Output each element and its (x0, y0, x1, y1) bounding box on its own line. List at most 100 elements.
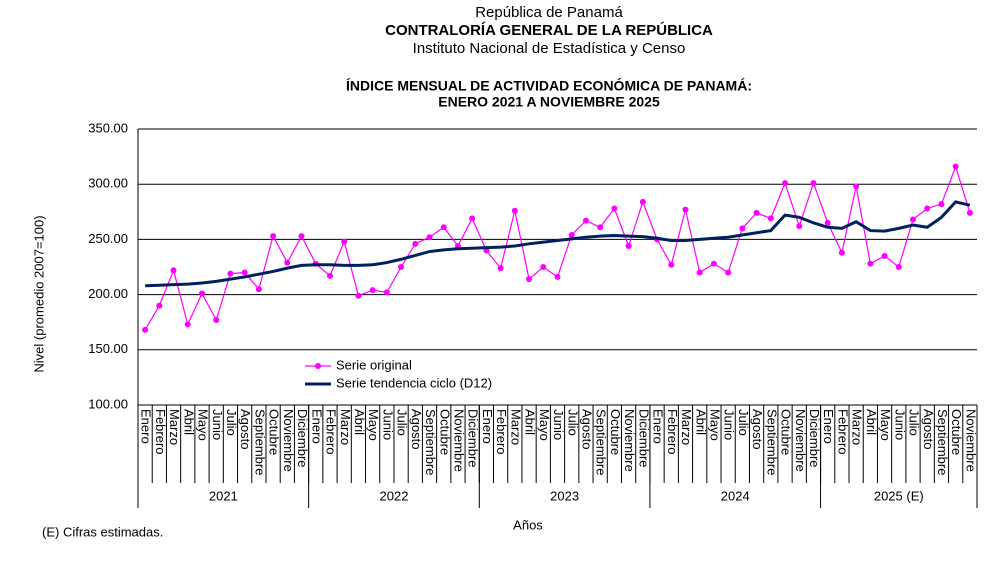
year-label: 2021 (209, 488, 238, 503)
x-tick-label: Diciembre (636, 409, 651, 468)
marker (739, 225, 746, 232)
x-tick-label: Marzo (850, 409, 865, 445)
marker (910, 216, 917, 223)
marker (824, 219, 831, 226)
marker (284, 259, 291, 266)
marker (255, 286, 262, 293)
year-label: 2022 (380, 488, 409, 503)
marker (952, 163, 959, 170)
x-tick-label: Febrero (153, 409, 168, 455)
marker (796, 223, 803, 230)
x-tick-label: Abril (181, 409, 196, 435)
legend-label: Serie original (336, 357, 412, 372)
marker (966, 209, 973, 216)
x-tick-label: Enero (821, 409, 836, 444)
marker (682, 206, 689, 213)
x-tick-label: Febrero (665, 409, 680, 455)
marker (881, 252, 888, 259)
legend-marker (315, 363, 321, 369)
x-tick-label: Enero (139, 409, 154, 444)
x-tick-label: Mayo (878, 409, 893, 441)
x-tick-label: Enero (651, 409, 666, 444)
x-tick-label: Abril (864, 409, 879, 435)
x-tick-label: Julio (395, 409, 410, 436)
marker (383, 289, 390, 296)
x-tick-label: Octubre (608, 409, 623, 455)
footnote: (E) Cifras estimadas. (42, 524, 163, 539)
marker (511, 207, 518, 214)
marker (170, 267, 177, 274)
marker (355, 292, 362, 299)
x-tick-label: Abril (693, 409, 708, 435)
x-tick-label: Junio (892, 409, 907, 440)
marker (440, 224, 447, 231)
marker (540, 264, 547, 270)
marker (668, 261, 675, 268)
marker (625, 243, 632, 250)
y-axis-title: Nivel (promedio 2007=100) (31, 215, 46, 372)
x-tick-label: Febrero (835, 409, 850, 455)
x-tick-label: Septiembre (252, 409, 267, 475)
marker (597, 224, 604, 231)
x-tick-label: Marzo (167, 409, 182, 445)
marker (782, 180, 789, 187)
x-tick-label: Noviembre (793, 409, 808, 472)
x-tick-label: Octubre (949, 409, 964, 455)
x-tick-label: Julio (736, 409, 751, 436)
y-tick-label: 200.00 (88, 286, 128, 301)
y-tick-label: 150.00 (88, 341, 128, 356)
x-tick-label: Febrero (324, 409, 339, 455)
x-tick-label: Mayo (537, 409, 552, 441)
marker (398, 264, 405, 270)
series-line (145, 200, 971, 288)
x-tick-label: Agosto (238, 409, 253, 449)
marker (298, 233, 305, 240)
x-tick-label: Septiembre (423, 409, 438, 475)
x-tick-label: Marzo (679, 409, 694, 445)
x-tick-label: Agosto (921, 409, 936, 449)
marker (853, 183, 860, 190)
x-tick-label: Diciembre (466, 409, 481, 468)
marker (611, 205, 618, 212)
x-tick-label: Mayo (196, 409, 211, 441)
year-label: 2024 (721, 488, 750, 503)
marker (412, 240, 419, 247)
x-tick-label: Abril (352, 409, 367, 435)
chart-title: ÍNDICE MENSUAL DE ACTIVIDAD ECONÓMICA DE… (346, 77, 752, 94)
x-tick-label: Octubre (779, 409, 794, 455)
x-tick-label: Septiembre (594, 409, 609, 475)
marker (725, 269, 732, 276)
x-tick-label: Diciembre (295, 409, 310, 468)
x-tick-label: Mayo (707, 409, 722, 441)
marker (227, 270, 234, 277)
marker (938, 201, 945, 208)
x-tick-label: Marzo (338, 409, 353, 445)
year-label: 2025 (E) (874, 488, 924, 503)
marker (326, 272, 333, 279)
header-line: República de Panamá (475, 4, 623, 21)
marker (568, 231, 575, 238)
marker (895, 264, 902, 270)
marker (156, 302, 163, 309)
x-tick-label: Noviembre (281, 409, 296, 472)
x-tick-label: Julio (907, 409, 922, 436)
marker (639, 198, 646, 205)
x-tick-label: Abril (523, 409, 538, 435)
x-tick-label: Enero (480, 409, 495, 444)
y-tick-label: 100.00 (88, 396, 128, 411)
marker (867, 260, 874, 267)
x-tick-label: Noviembre (622, 409, 637, 472)
x-tick-label: Julio (224, 409, 239, 436)
y-tick-label: 250.00 (88, 231, 128, 246)
marker (241, 269, 248, 276)
marker (554, 273, 561, 280)
y-tick-label: 300.00 (88, 176, 128, 191)
x-tick-label: Junio (722, 409, 737, 440)
x-tick-label: Marzo (508, 409, 523, 445)
marker (213, 316, 220, 323)
x-tick-label: Julio (565, 409, 580, 436)
x-axis-title: Años (513, 517, 543, 532)
marker (497, 265, 504, 272)
x-tick-label: Diciembre (807, 409, 822, 468)
header-line: Instituto Nacional de Estadística y Cens… (413, 40, 686, 57)
